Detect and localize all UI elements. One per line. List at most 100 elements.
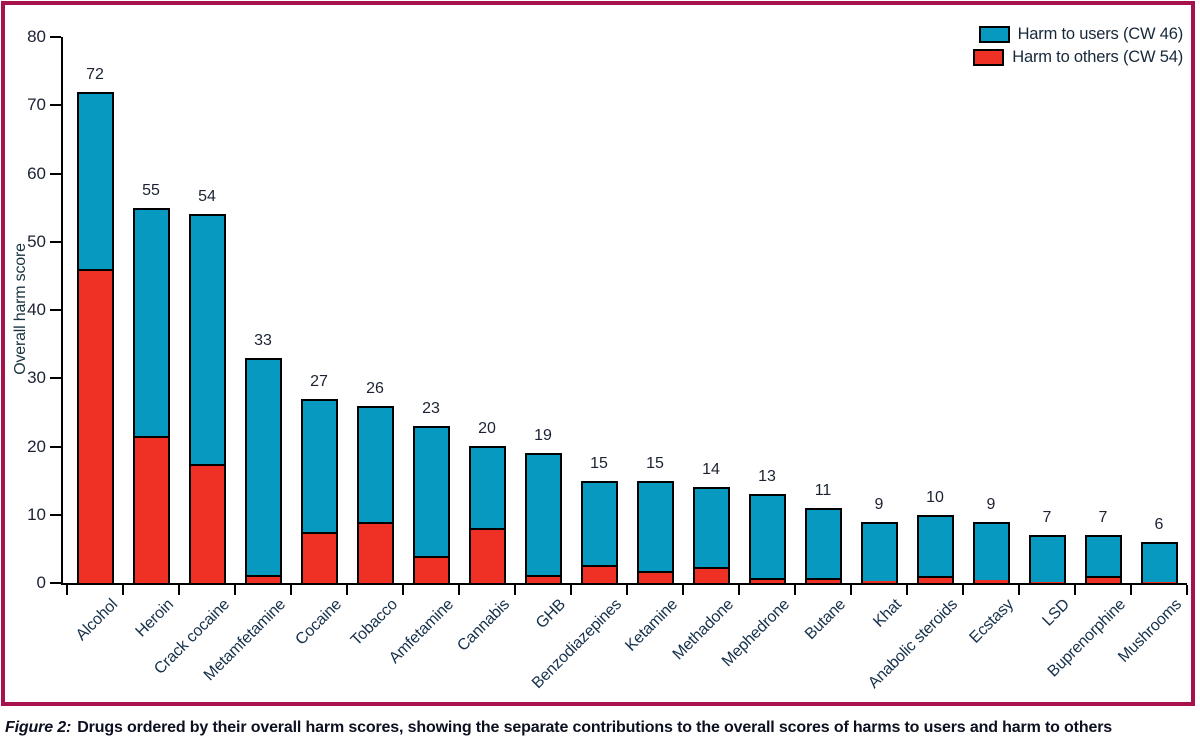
y-tick	[50, 173, 61, 175]
bar-value-label: 6	[1154, 516, 1164, 533]
figure-caption-label: Figure 2:	[5, 719, 72, 736]
y-tick-label: 50	[27, 232, 46, 251]
bar-value-label: 54	[198, 188, 216, 205]
bar-value-label: 14	[702, 461, 720, 478]
x-tick	[738, 585, 740, 595]
legend-swatch-others-icon	[973, 48, 1005, 66]
y-tick	[50, 582, 61, 584]
bar-ketamine	[637, 481, 674, 585]
bar-others-segment	[583, 565, 616, 583]
x-tick	[122, 585, 124, 595]
figure-border-frame	[1, 1, 1195, 706]
bar-crack-cocaine	[189, 214, 226, 585]
x-tick	[850, 585, 852, 595]
y-tick-label: 10	[27, 505, 46, 524]
bar-others-segment	[639, 571, 672, 583]
bar-value-label: 33	[254, 332, 272, 349]
bar-others-segment	[191, 464, 224, 583]
bar-value-label: 11	[814, 482, 832, 499]
bar-others-segment	[471, 528, 504, 583]
x-tick	[906, 585, 908, 595]
bar-others-segment	[807, 578, 840, 583]
figure-caption-text: Drugs ordered by their overall harm scor…	[77, 719, 1113, 736]
y-tick	[50, 377, 61, 379]
bar-others-segment	[527, 575, 560, 583]
x-tick	[346, 585, 348, 595]
bar-mushrooms	[1141, 542, 1178, 585]
bar-cocaine	[301, 399, 338, 585]
bar-others-segment	[863, 581, 896, 583]
bar-mephedrone	[749, 494, 786, 585]
legend-item-harm-to-users: Harm to users (CW 46)	[973, 25, 1183, 43]
bar-others-segment	[79, 269, 112, 583]
x-tick	[1074, 585, 1076, 595]
x-tick	[962, 585, 964, 595]
x-axis-line	[61, 583, 1187, 585]
bar-value-label: 72	[86, 66, 104, 83]
bar-value-label: 15	[646, 455, 664, 472]
x-tick	[1130, 585, 1132, 595]
bar-value-label: 19	[534, 427, 552, 444]
bar-value-label: 55	[142, 182, 160, 199]
y-tick	[50, 309, 61, 311]
x-tick	[514, 585, 516, 595]
x-tick	[794, 585, 796, 595]
bar-value-label: 13	[758, 468, 776, 485]
bar-value-label: 7	[1042, 509, 1052, 526]
bar-value-label: 20	[478, 420, 496, 437]
bar-khat	[861, 522, 898, 585]
x-tick	[1018, 585, 1020, 595]
bar-value-label: 9	[874, 496, 884, 513]
bar-others-segment	[359, 522, 392, 583]
bar-value-label: 27	[310, 373, 328, 390]
y-tick-label: 30	[27, 368, 46, 387]
bar-others-segment	[751, 578, 784, 583]
bar-amfetamine	[413, 426, 450, 585]
legend-swatch-users-icon	[978, 25, 1010, 43]
bar-alcohol	[77, 92, 114, 585]
y-axis-line	[61, 37, 63, 585]
bar-value-label: 10	[926, 489, 944, 506]
y-tick-label: 20	[27, 437, 46, 456]
x-tick	[178, 585, 180, 595]
y-tick-label: 0	[36, 573, 46, 592]
bar-butane	[805, 508, 842, 585]
bar-heroin	[133, 208, 170, 585]
bar-methadone	[693, 487, 730, 585]
x-tick	[626, 585, 628, 595]
x-tick	[1186, 585, 1188, 595]
bar-benzodiazepines	[581, 481, 618, 585]
legend: Harm to users (CW 46) Harm to others (CW…	[973, 25, 1183, 71]
bar-lsd	[1029, 535, 1066, 585]
bar-value-label: 23	[422, 400, 440, 417]
bar-others-segment	[303, 532, 336, 583]
x-tick	[458, 585, 460, 595]
bar-others-segment	[247, 575, 280, 583]
bar-others-segment	[975, 580, 1008, 583]
y-tick-label: 60	[27, 164, 46, 183]
figure-caption: Figure 2: Drugs ordered by their overall …	[5, 719, 1197, 737]
bar-buprenorphine	[1085, 535, 1122, 585]
y-tick-label: 70	[27, 95, 46, 114]
y-axis-title: Overall harm score	[12, 243, 29, 375]
bar-value-label: 7	[1098, 509, 1108, 526]
legend-label-others: Harm to others (CW 54)	[1012, 47, 1183, 66]
bar-cannabis	[469, 446, 506, 585]
legend-item-harm-to-others: Harm to others (CW 54)	[973, 48, 1183, 66]
bar-others-segment	[919, 576, 952, 583]
x-tick	[234, 585, 236, 595]
y-tick	[50, 36, 61, 38]
bar-value-label: 26	[366, 380, 384, 397]
bar-others-segment	[135, 436, 168, 583]
bar-others-segment	[1143, 582, 1176, 583]
x-tick	[570, 585, 572, 595]
bar-anabolic-steroids	[917, 515, 954, 585]
x-tick	[402, 585, 404, 595]
bar-ecstasy	[973, 522, 1010, 585]
x-tick	[66, 585, 68, 595]
x-tick	[290, 585, 292, 595]
y-tick	[50, 446, 61, 448]
bar-others-segment	[415, 556, 448, 583]
y-tick-label: 80	[27, 27, 46, 46]
